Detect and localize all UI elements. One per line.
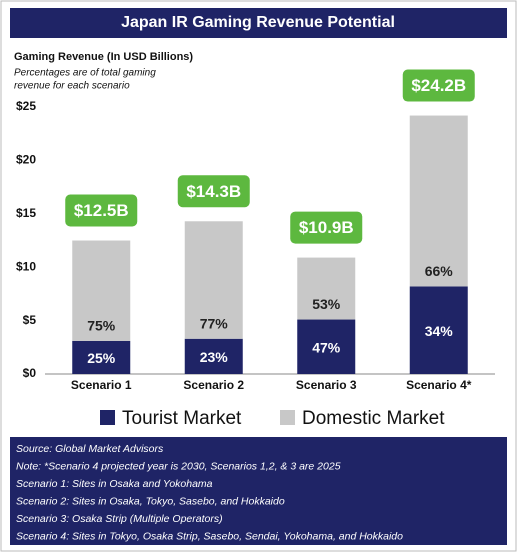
total-badge [177, 175, 250, 208]
notes-box [10, 437, 507, 545]
y-tick-label: $25 [16, 99, 36, 113]
total-label: $12.5B [74, 201, 129, 220]
bar-segment [72, 240, 131, 341]
y-axis-label: Gaming Revenue (In USD Billions) [14, 51, 193, 63]
total-label: $14.3B [186, 182, 241, 201]
data-label: 66% [425, 263, 454, 279]
bar-segment [409, 286, 468, 374]
legend-swatch [100, 410, 115, 425]
bar-segment [184, 338, 243, 374]
bar-segment [297, 257, 356, 320]
total-badge [402, 69, 475, 102]
note: Source: Global Market Advisors [16, 443, 164, 455]
note: Scenario 1: Sites in Osaka and Yokohama [16, 478, 213, 490]
data-label: 23% [200, 349, 229, 365]
data-label: 75% [87, 318, 116, 334]
note: Scenario 4: Sites in Tokyo, Osaka Strip,… [16, 530, 403, 542]
note: Scenario 2: Sites in Osaka, Tokyo, Saseb… [16, 495, 285, 507]
bar-segment [184, 221, 243, 339]
total-label: $10.9B [299, 218, 354, 237]
data-label: 47% [312, 339, 341, 355]
data-label: 77% [200, 315, 229, 331]
legend-label: Tourist Market [122, 408, 242, 429]
legend-swatch [280, 410, 295, 425]
data-label: 34% [425, 323, 454, 339]
total-label: $24.2B [411, 76, 466, 95]
data-label: 25% [87, 350, 116, 366]
note: Note: *Scenario 4 projected year is 2030… [16, 460, 341, 472]
x-tick-label: Scenario 3 [296, 378, 357, 392]
total-badge [290, 211, 363, 244]
y-tick-label: $10 [16, 259, 36, 273]
y-tick-label: $0 [23, 366, 37, 380]
bar-segment [297, 319, 356, 374]
y-tick-label: $20 [16, 153, 36, 167]
y-tick-label: $15 [16, 206, 36, 220]
data-label: 53% [312, 296, 341, 312]
chart-title: Japan IR Gaming Revenue Potential [121, 14, 395, 31]
bar-segment [409, 115, 468, 287]
subtitle: Percentages are of total gaming [14, 68, 156, 79]
x-tick-label: Scenario 1 [71, 378, 132, 392]
bar-segment [72, 340, 131, 374]
x-tick-label: Scenario 4* [406, 378, 472, 392]
x-tick-label: Scenario 2 [183, 378, 244, 392]
total-badge [65, 194, 138, 227]
legend-label: Domestic Market [302, 408, 445, 429]
note: Scenario 3: Osaka Strip (Multiple Operat… [16, 513, 223, 525]
title-banner [10, 8, 507, 38]
subtitle: revenue for each scenario [14, 81, 130, 92]
y-tick-label: $5 [23, 313, 37, 327]
